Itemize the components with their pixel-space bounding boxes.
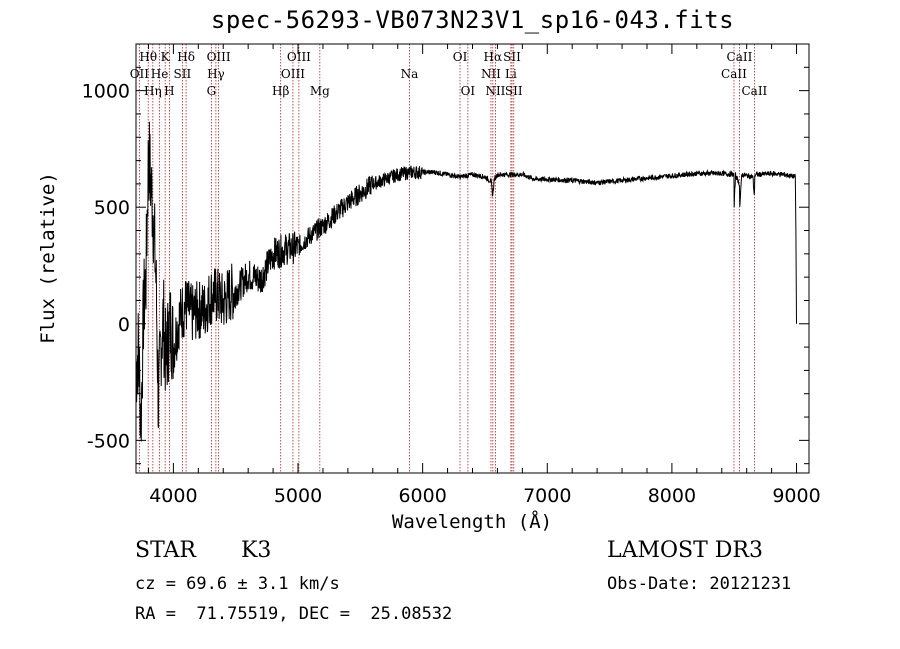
spectrum-series-line [135,121,797,442]
redshift-readout: cz = 69.6 ± 3.1 km/s [135,574,340,594]
line-marker-label: H [164,84,174,98]
line-marker-label: Hγ [207,67,225,81]
x-tick-label: 7000 [523,485,571,507]
object-subclass: K3 [241,538,272,563]
line-marker-label: CaII [727,50,753,64]
x-tick-label: 5000 [274,485,322,507]
line-marker-label: Hη [144,84,162,98]
line-marker-label: SII [174,67,192,81]
line-marker-label: Li [505,67,517,81]
emission-line-markers [138,44,755,473]
observation-date: Obs-Date: 20121231 [607,574,792,594]
chart-title: spec-56293-VB073N23V1_sp16-043.fits [210,6,735,34]
line-marker-label: Hδ [177,50,195,64]
object-class: STAR [135,538,196,563]
line-marker-label: SII [503,50,521,64]
line-marker-label: NII [485,84,505,98]
line-marker-label: K [161,50,171,64]
line-marker-label: He [151,67,169,81]
line-marker-label: OIII [287,50,311,64]
line-marker-label: OI [453,50,468,64]
x-tick-label: 4000 [149,485,197,507]
y-tick-label: 500 [94,197,130,219]
line-marker-label: CaII [721,67,747,81]
x-tick-label: 9000 [772,485,820,507]
line-marker-label: NII [481,67,501,81]
x-axis: 4000 5000 6000 7000 8000 9000 [147,44,821,507]
line-marker-label: OIII [207,50,231,64]
y-axis: -500 0 500 1000 [82,43,809,465]
y-tick-label: 1000 [82,81,130,103]
y-tick-label: -500 [87,430,130,452]
plot-frame [135,43,810,474]
line-marker-label: Hθ [139,50,157,64]
y-axis-label: Flux (relative) [37,172,59,344]
survey-name: LAMOST DR3 [607,538,763,563]
y-tick-label: 0 [118,314,130,336]
line-marker-label: Hβ [272,84,289,98]
line-marker-label: OIII [281,67,305,81]
x-axis-label: Wavelength (Å) [392,510,552,533]
line-marker-label: OII [130,67,150,81]
line-marker-label: CaII [741,84,767,98]
line-marker-label: Mg [310,84,330,98]
line-marker-label: Hα [484,50,503,64]
x-tick-label: 8000 [648,485,696,507]
x-tick-label: 6000 [398,485,446,507]
line-marker-label: OI [461,84,476,98]
line-marker-label: SII [505,84,523,98]
line-marker-label: Na [401,67,419,81]
line-marker-label: G [207,84,217,98]
coordinates: RA = 71.75519, DEC = 25.08532 [135,604,453,624]
